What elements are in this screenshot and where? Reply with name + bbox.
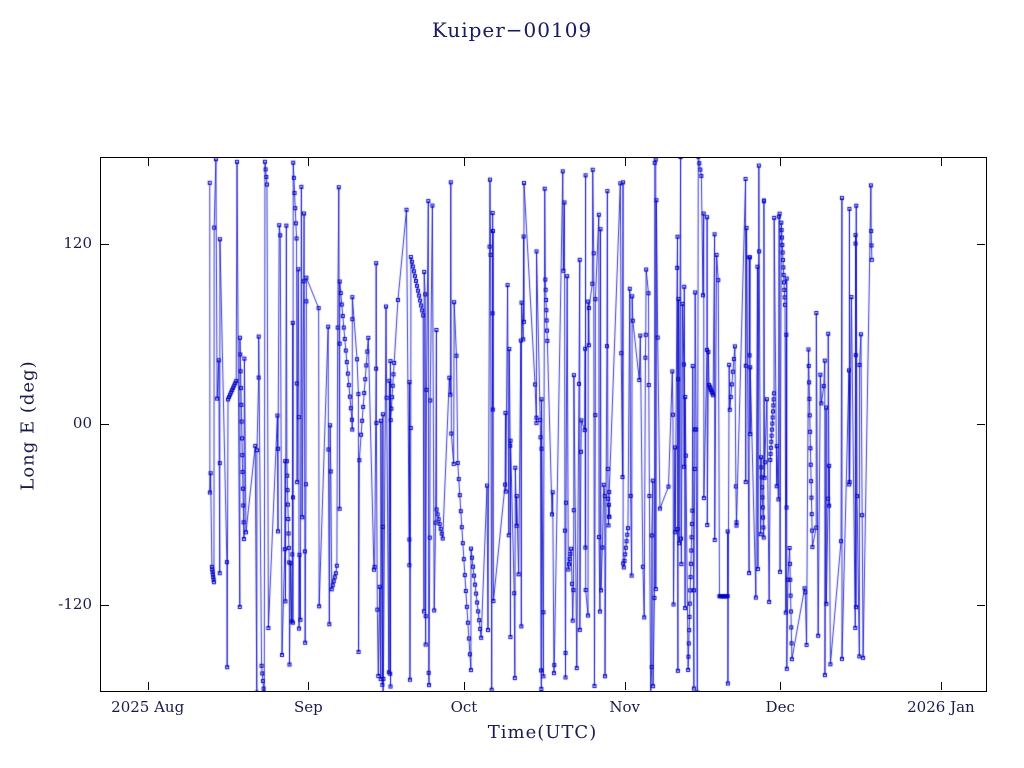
x-tick-mark [463,682,465,690]
plot-frame [100,157,987,692]
x-tick-mark [940,158,942,166]
y-tick-label: 120 [63,233,92,252]
y-tick-mark [101,424,109,426]
x-tick-mark [780,158,782,166]
x-tick-mark [624,682,626,690]
x-tick-label: 2025 Aug [111,698,185,716]
x-tick-mark [780,682,782,690]
x-tick-label: Oct [450,698,478,716]
y-tick-mark [977,424,985,426]
x-tick-mark [940,682,942,690]
x-tick-label: Sep [294,698,323,716]
y-tick-mark [101,243,109,245]
y-tick-mark [101,604,109,606]
x-tick-mark [308,158,310,166]
x-tick-label: Nov [609,698,640,716]
x-tick-mark [147,158,149,166]
x-tick-mark [147,682,149,690]
y-tick-mark [977,243,985,245]
x-tick-mark [308,682,310,690]
y-tick-label: 00 [72,414,92,433]
x-tick-label: Dec [765,698,795,716]
x-tick-mark [463,158,465,166]
x-axis-label: Time(UTC) [487,722,598,743]
y-tick-mark [977,604,985,606]
x-tick-mark [624,158,626,166]
x-tick-label: 2026 Jan [907,698,975,716]
y-tick-label: -120 [58,594,92,613]
chart-title: Kuiper−00109 [431,18,593,42]
data-canvas [101,158,986,691]
